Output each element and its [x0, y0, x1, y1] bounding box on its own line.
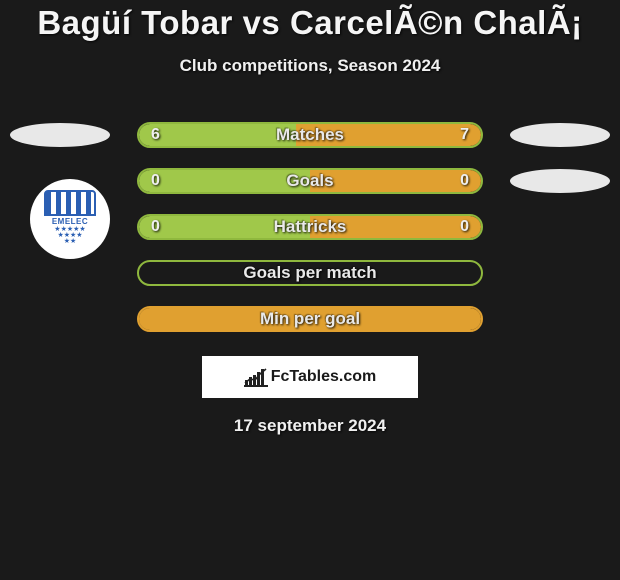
player-oval-left — [10, 123, 110, 147]
stat-label: Min per goal — [139, 309, 481, 329]
page-title: Bagüí Tobar vs CarcelÃ©n ChalÃ¡ — [0, 4, 620, 42]
stat-bar: 00Hattricks — [137, 214, 483, 240]
stat-row: 00Goals — [0, 158, 620, 204]
stat-label: Hattricks — [139, 217, 481, 237]
stat-label: Goals per match — [139, 263, 481, 283]
stat-row: 00Hattricks — [0, 204, 620, 250]
brand-footer: FcTables.com — [202, 356, 418, 398]
player-oval-right — [510, 123, 610, 147]
stat-bar: Min per goal — [137, 306, 483, 332]
subtitle: Club competitions, Season 2024 — [0, 56, 620, 76]
stat-row: Goals per match — [0, 250, 620, 296]
stat-bar: 67Matches — [137, 122, 483, 148]
stat-bar: Goals per match — [137, 260, 483, 286]
comparison-infographic: Bagüí Tobar vs CarcelÃ©n ChalÃ¡ Club com… — [0, 0, 620, 436]
stat-bar: 00Goals — [137, 168, 483, 194]
barline-chart-icon — [244, 367, 268, 387]
stat-rows: 67Matches 00Goals 00Hattricks Goals per mat… — [0, 112, 620, 342]
stat-row: 67Matches — [0, 112, 620, 158]
stat-label: Goals — [139, 171, 481, 191]
stat-row: Min per goal — [0, 296, 620, 342]
brand-text: FcTables.com — [271, 368, 377, 386]
player-oval-right — [510, 169, 610, 193]
date-text: 17 september 2024 — [0, 416, 620, 436]
stat-label: Matches — [139, 125, 481, 145]
